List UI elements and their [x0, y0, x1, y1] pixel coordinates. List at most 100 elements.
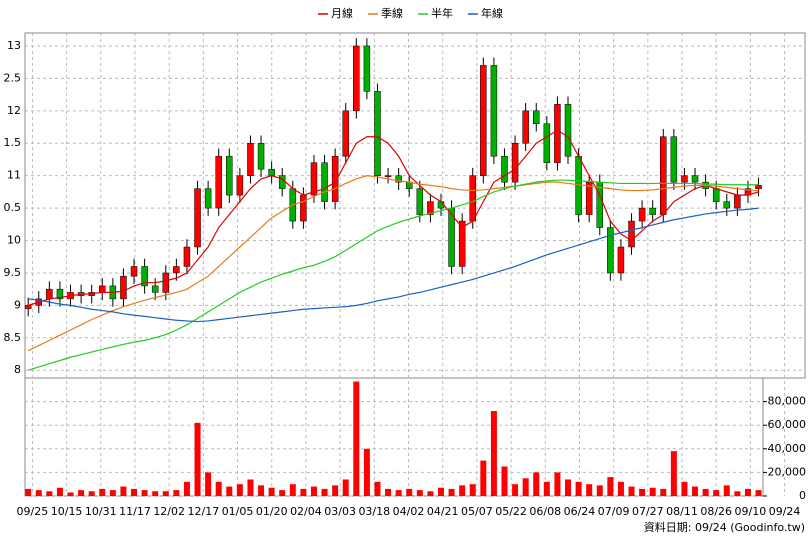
- y-tick-label: 10: [7, 234, 21, 247]
- x-tick-label: 08/11: [666, 505, 698, 518]
- volume-bar: [332, 485, 339, 496]
- candle-body: [247, 142, 254, 176]
- volume-bar: [279, 490, 286, 496]
- candle-body: [755, 185, 762, 189]
- legend-label: 季線: [381, 6, 403, 20]
- ma-line: [27, 175, 759, 352]
- x-tick-label: 06/24: [564, 505, 596, 518]
- volume-bar: [25, 488, 32, 496]
- y-tick-label: 9: [14, 298, 21, 311]
- volume-bar: [512, 484, 519, 496]
- legend-label: 年線: [481, 6, 503, 20]
- candle-body: [162, 272, 170, 293]
- volume-bar: [533, 472, 540, 496]
- volume-bar: [554, 472, 561, 496]
- candle-body: [511, 142, 519, 183]
- volume-bar: [734, 491, 741, 496]
- volume-bar: [385, 488, 392, 496]
- price-frame: [24, 32, 806, 379]
- candle-body: [543, 123, 551, 163]
- volume-bar: [692, 486, 699, 496]
- ma-line: [27, 129, 759, 306]
- volume-bar: [469, 484, 476, 496]
- candle-body: [194, 188, 201, 248]
- candle-body: [596, 181, 604, 228]
- candle-body: [226, 155, 233, 196]
- volume-bar: [681, 481, 688, 496]
- volume-bar: [321, 488, 328, 496]
- candle-body: [24, 305, 32, 309]
- x-tick-label: 07/27: [632, 505, 664, 518]
- candle-body: [458, 220, 466, 267]
- volume-bar: [183, 481, 190, 496]
- volume-bar: [173, 490, 180, 496]
- x-tick-label: 02/04: [290, 505, 322, 518]
- candle-body: [215, 155, 222, 209]
- x-tick-label: 09/24: [769, 505, 801, 518]
- volume-bar: [670, 451, 677, 496]
- candle-body: [278, 175, 286, 189]
- volume-bar: [363, 448, 370, 496]
- volume-tick-label: 80,000: [768, 395, 807, 408]
- candle-body: [660, 136, 667, 215]
- x-tick-label: 12/02: [153, 505, 185, 518]
- volume-bar: [522, 478, 529, 496]
- volume-bar: [289, 484, 296, 496]
- x-tick-label: 10/15: [51, 505, 83, 518]
- volume-bar: [152, 491, 159, 496]
- y-tick-label: 2.5: [4, 71, 22, 84]
- x-tick-label: 12/17: [188, 505, 220, 518]
- volume-bar: [141, 490, 148, 496]
- candle-body: [183, 246, 191, 267]
- volume-bar: [427, 491, 434, 496]
- volume-bar: [215, 481, 222, 496]
- volume-bar: [247, 479, 254, 496]
- candle-body: [670, 136, 678, 183]
- candle-body: [564, 104, 572, 157]
- volume-bar: [490, 411, 497, 496]
- legend-label: 半年: [431, 6, 453, 20]
- candle-body: [427, 201, 434, 215]
- x-tick-label: 08/26: [700, 505, 732, 518]
- volume-bar: [617, 481, 624, 496]
- candle-body: [331, 155, 339, 202]
- volume-bar: [501, 466, 508, 496]
- x-tick-label: 05/07: [461, 505, 493, 518]
- footnote: 資料日期: 09/24 (Goodinfo.tw): [644, 520, 805, 534]
- candle-body: [99, 285, 106, 293]
- volume-bar: [723, 485, 730, 496]
- candle-body: [638, 207, 646, 222]
- candle-body: [173, 266, 180, 274]
- y-tick-label: 9.5: [4, 266, 22, 279]
- volume-bar: [586, 484, 593, 496]
- x-tick-label: 05/22: [495, 505, 527, 518]
- x-tick-label: 09/10: [735, 505, 767, 518]
- volume-tick-label: 60,000: [768, 418, 807, 431]
- volume-bar: [543, 481, 550, 496]
- y-tick-label: 8: [14, 363, 21, 376]
- ma-line: [27, 179, 759, 371]
- volume-bar: [437, 487, 444, 496]
- x-tick-label: 11/17: [119, 505, 151, 518]
- volume-bar: [639, 488, 646, 496]
- volume-bar: [120, 486, 127, 496]
- candle-body: [734, 194, 741, 209]
- y-tick-label: 1.5: [4, 136, 22, 149]
- candle-body: [522, 110, 529, 144]
- y-tick-label: 13: [7, 39, 21, 52]
- candle-body: [141, 266, 148, 287]
- x-tick-label: 01/05: [222, 505, 254, 518]
- candle-body: [151, 285, 159, 293]
- candle-body: [712, 188, 720, 202]
- candle-body: [649, 207, 656, 215]
- volume-bar: [162, 491, 169, 496]
- volume-bar: [607, 477, 614, 496]
- volume-bar: [480, 460, 487, 496]
- candle-body: [268, 168, 275, 176]
- volume-tick-label: 0: [799, 489, 806, 502]
- volume-bar: [258, 485, 265, 496]
- volume-bar: [755, 490, 762, 496]
- volume-bar: [649, 487, 656, 496]
- candle-body: [554, 104, 561, 163]
- volume-bar: [406, 488, 413, 496]
